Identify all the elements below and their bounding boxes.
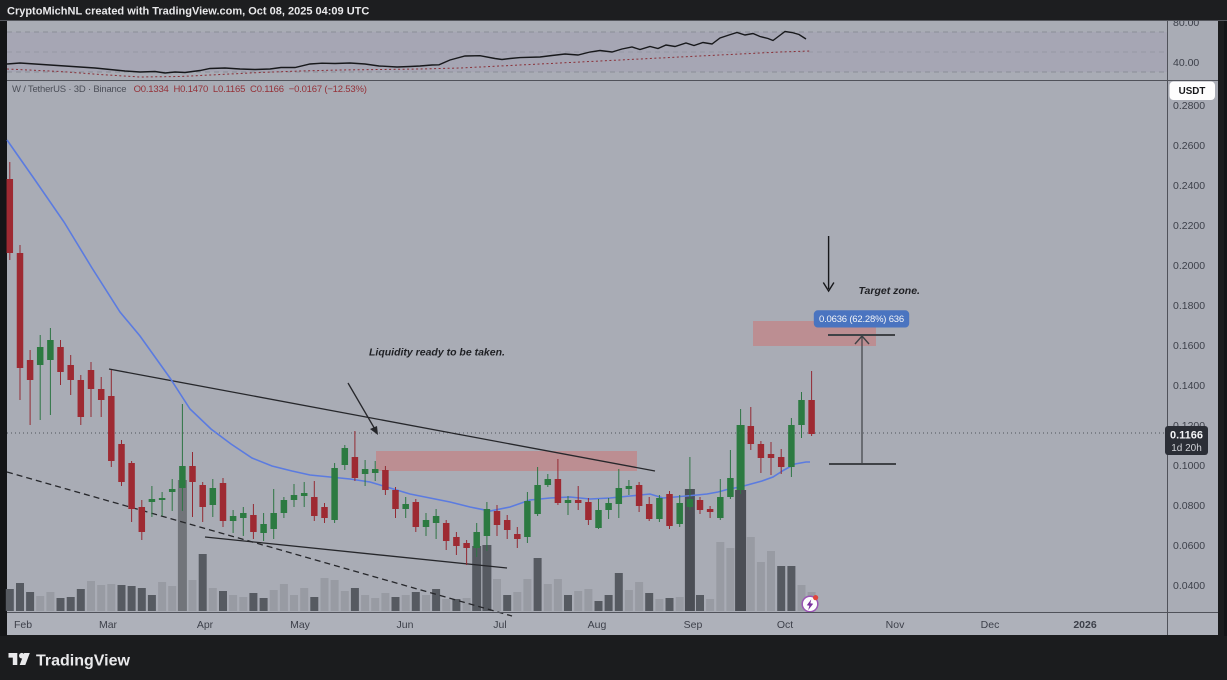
svg-text:Aug: Aug [588,619,607,631]
svg-text:Mar: Mar [99,619,118,631]
svg-text:40.00: 40.00 [1173,57,1199,69]
svg-text:0.2000: 0.2000 [1173,260,1205,272]
svg-text:CryptoMichNL created with Trad: CryptoMichNL created with TradingView.co… [7,6,369,18]
svg-text:0.0636 (62.28%) 636: 0.0636 (62.28%) 636 [819,314,904,325]
svg-text:Nov: Nov [886,619,905,631]
svg-text:W / TetherUS · 3D · Binance: W / TetherUS · 3D · Binance O0.1334 H0.1… [12,84,367,95]
svg-text:Target zone.: Target zone. [859,285,921,297]
svg-text:2026: 2026 [1073,619,1097,631]
svg-text:0.1800: 0.1800 [1173,300,1205,312]
svg-text:Oct: Oct [777,619,793,631]
svg-text:Feb: Feb [14,619,32,631]
svg-text:0.0800: 0.0800 [1173,500,1205,512]
svg-text:0.0600: 0.0600 [1173,540,1205,552]
svg-text:Apr: Apr [197,619,214,631]
svg-text:Jul: Jul [493,619,506,631]
svg-text:1d 20h: 1d 20h [1171,443,1202,454]
svg-text:TradingView: TradingView [36,653,131,670]
svg-text:May: May [290,619,311,631]
svg-text:0.2600: 0.2600 [1173,140,1205,152]
svg-text:Liquidity ready to be taken.: Liquidity ready to be taken. [369,347,505,359]
svg-text:USDT: USDT [1179,86,1206,97]
svg-text:Dec: Dec [981,619,1000,631]
svg-text:0.1166: 0.1166 [1170,430,1203,442]
svg-text:0.0400: 0.0400 [1173,580,1205,592]
svg-text:0.1400: 0.1400 [1173,380,1205,392]
svg-text:0.2800: 0.2800 [1173,100,1205,112]
svg-text:Sep: Sep [684,619,703,631]
svg-text:0.2200: 0.2200 [1173,220,1205,232]
svg-text:0.1600: 0.1600 [1173,340,1205,352]
svg-text:0.1000: 0.1000 [1173,460,1205,472]
svg-text:Jun: Jun [397,619,414,631]
svg-text:0.2400: 0.2400 [1173,180,1205,192]
